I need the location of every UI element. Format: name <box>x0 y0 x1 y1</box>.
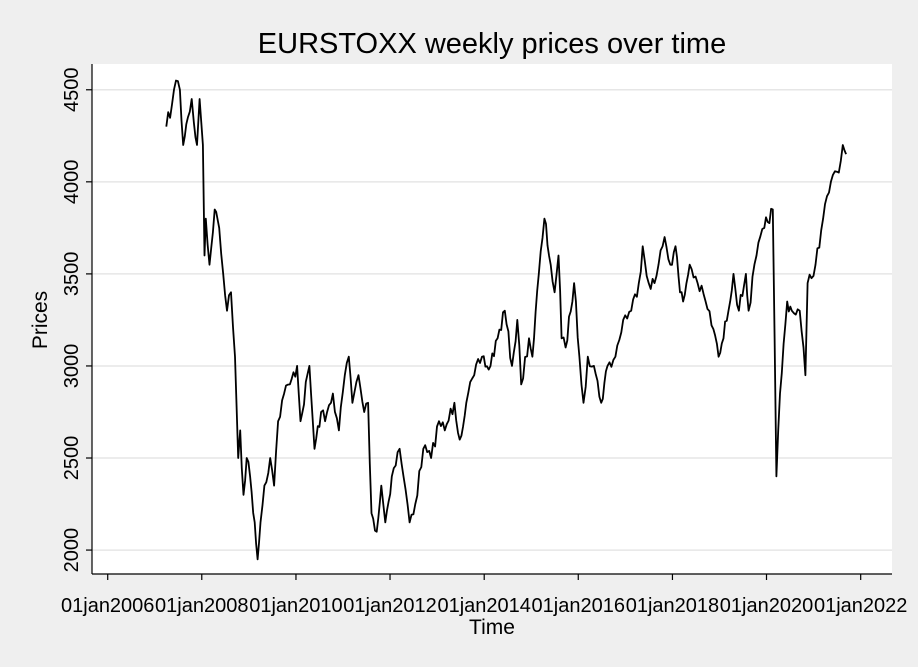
price-series-line <box>165 79 847 561</box>
x-tick-label: 01jan2020 <box>720 595 813 617</box>
plot-area <box>92 64 892 574</box>
x-tick-label: 01jan2014 <box>437 595 530 617</box>
x-tick-label: 01jan2010 <box>249 595 342 617</box>
x-axis-ticks: 01jan2006 01jan2008 01jan2010 01jan2012 01ja… <box>61 574 907 617</box>
y-tick-label: 2500 <box>61 436 83 481</box>
y-axis-ticks: 2000 2500 3000 3500 4000 4500 <box>61 68 92 573</box>
gridlines <box>92 89 892 551</box>
x-tick-label: 01jan2018 <box>626 595 719 617</box>
y-axis-label: Prices <box>29 291 52 349</box>
y-tick-label: 2000 <box>61 528 83 573</box>
x-tick-label: 01jan2022 <box>814 595 907 617</box>
y-tick-label: 4500 <box>61 68 83 113</box>
x-tick-label: 01jan2006 <box>61 595 154 617</box>
y-tick-label: 3000 <box>61 344 83 389</box>
y-tick-label: 3500 <box>61 252 83 297</box>
x-tick-label: 01jan2012 <box>343 595 436 617</box>
x-tick-label: 01jan2016 <box>532 595 625 617</box>
x-tick-label: 01jan2008 <box>155 595 248 617</box>
y-tick-label: 4000 <box>61 160 83 205</box>
chart-title: EURSTOXX weekly prices over time <box>258 28 726 60</box>
x-axis-label: Time <box>469 616 515 639</box>
